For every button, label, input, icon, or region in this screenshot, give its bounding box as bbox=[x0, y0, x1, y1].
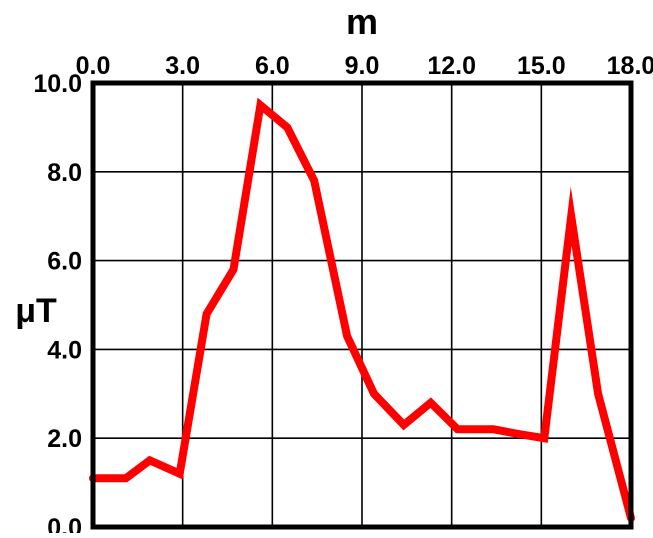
x-tick-label: 9.0 bbox=[345, 52, 380, 80]
x-tick-label: 18.0 bbox=[607, 52, 653, 80]
y-tick-label: 0.0 bbox=[47, 514, 82, 533]
series-layer bbox=[89, 97, 635, 523]
y-axis-title: μT bbox=[15, 292, 57, 330]
x-tick-label: 0.0 bbox=[76, 52, 111, 80]
grid-lines bbox=[93, 83, 631, 527]
y-tick-label: 2.0 bbox=[47, 425, 82, 453]
x-tick-label: 15.0 bbox=[517, 52, 566, 80]
series-line bbox=[89, 97, 635, 523]
y-tick-label: 8.0 bbox=[47, 159, 82, 187]
x-axis-title: m bbox=[346, 1, 378, 42]
plot-frame bbox=[90, 80, 634, 530]
y-tick-label: 10.0 bbox=[33, 70, 82, 98]
y-tick-label: 4.0 bbox=[47, 336, 82, 364]
y-tick-label: 6.0 bbox=[47, 248, 82, 276]
x-tick-label: 6.0 bbox=[255, 52, 290, 80]
tick-labels: 0.0 3.0 6.0 9.0 12.0 15.0 18.0 0.0 2.0 4.0 6.0 8.0 1… bbox=[33, 52, 653, 538]
x-tick-label: 3.0 bbox=[165, 52, 200, 80]
plot-border bbox=[90, 80, 634, 530]
x-tick-label: 12.0 bbox=[427, 52, 476, 80]
